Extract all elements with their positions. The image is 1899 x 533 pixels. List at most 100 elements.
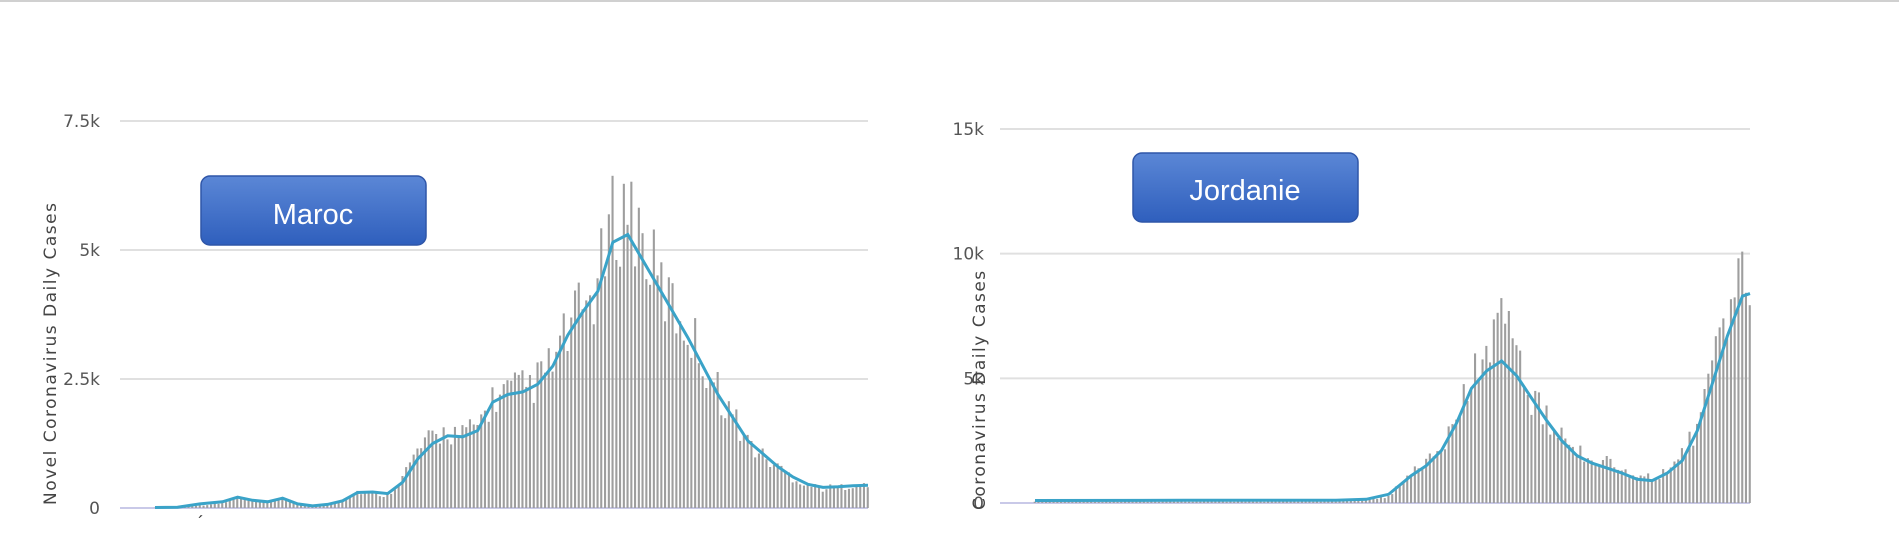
bar	[360, 494, 362, 508]
ytick-label: 0	[89, 499, 100, 519]
bar	[1549, 435, 1551, 503]
stray-glyph: ´	[198, 516, 208, 530]
bar	[1098, 502, 1100, 503]
bar	[642, 233, 644, 508]
bar	[750, 441, 752, 508]
bar	[1594, 465, 1596, 503]
bar	[1478, 380, 1480, 503]
jordanie-average-line	[1035, 294, 1750, 501]
bar	[1188, 502, 1190, 503]
bar	[1493, 319, 1495, 503]
bar	[510, 381, 512, 508]
bar	[570, 318, 572, 509]
bar	[1421, 468, 1423, 503]
bar	[1196, 502, 1198, 503]
bar	[582, 309, 584, 508]
bar	[525, 387, 527, 508]
bar	[623, 184, 625, 508]
bar	[1715, 336, 1717, 503]
bar	[799, 484, 801, 508]
bar	[675, 333, 677, 508]
maroc-y-axis-label: Novel Coronavirus Daily Cases	[41, 202, 61, 505]
bar	[687, 345, 689, 508]
bar	[1621, 471, 1623, 504]
bar	[473, 425, 475, 509]
bar	[1320, 502, 1322, 503]
bar	[867, 487, 869, 508]
bar	[368, 492, 370, 508]
jordanie-grid	[1000, 129, 1750, 503]
bar	[1252, 502, 1254, 503]
ytick-label: 15k	[953, 120, 985, 140]
bar	[281, 499, 283, 508]
bar	[698, 363, 700, 508]
bar	[465, 427, 467, 508]
bar	[615, 260, 617, 508]
bar	[390, 494, 392, 508]
bar	[424, 437, 426, 508]
bar	[1403, 482, 1405, 503]
bar	[386, 494, 388, 508]
bar	[1685, 454, 1687, 503]
bar	[1726, 339, 1728, 503]
bar	[1534, 391, 1536, 503]
bar	[780, 466, 782, 508]
jordanie-y-axis-label: Coronavirus Daily Cases	[970, 269, 990, 510]
bar	[221, 503, 223, 508]
bar	[1591, 461, 1593, 504]
bar	[1749, 305, 1751, 503]
bar	[1489, 362, 1491, 503]
bar	[619, 267, 621, 508]
bar	[1474, 353, 1476, 503]
bar	[1658, 479, 1660, 503]
bar	[1094, 502, 1096, 503]
bar	[1681, 448, 1683, 503]
bar	[683, 341, 685, 508]
bar	[1391, 494, 1393, 503]
bar	[1244, 502, 1246, 503]
bar	[1071, 502, 1073, 503]
bar	[743, 435, 745, 508]
bar	[446, 439, 448, 508]
bar	[593, 324, 595, 508]
bar	[1199, 502, 1201, 503]
bar	[495, 412, 497, 508]
bar	[1256, 502, 1258, 503]
bar	[506, 380, 508, 508]
bar	[690, 358, 692, 508]
bar	[1361, 501, 1363, 503]
bar	[758, 454, 760, 509]
bar	[218, 504, 220, 508]
bar	[600, 228, 602, 508]
bar	[795, 481, 797, 508]
bar	[810, 487, 812, 508]
bar	[1459, 415, 1461, 503]
bar	[529, 375, 531, 508]
bar	[664, 321, 666, 508]
bar	[1647, 473, 1649, 503]
bar	[1587, 458, 1589, 503]
bar	[739, 441, 741, 508]
bar	[1737, 258, 1739, 503]
bar	[1470, 391, 1472, 504]
bar	[1651, 481, 1653, 503]
bar	[1312, 502, 1314, 503]
bar	[784, 472, 786, 508]
bar	[1613, 467, 1615, 503]
bar	[1263, 502, 1265, 503]
bar	[1628, 475, 1630, 503]
bar	[807, 485, 809, 508]
bar	[1745, 293, 1747, 503]
bar	[724, 418, 726, 508]
bar	[383, 497, 385, 508]
bar	[604, 276, 606, 508]
bar	[251, 501, 253, 508]
bar	[754, 457, 756, 508]
bar	[1399, 486, 1401, 503]
bar	[1233, 502, 1235, 503]
bar	[540, 361, 542, 508]
bar	[1192, 502, 1194, 503]
